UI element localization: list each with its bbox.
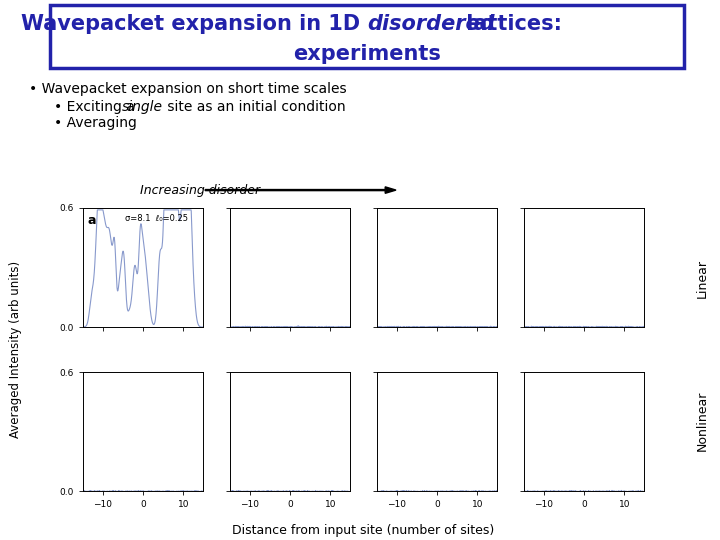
Text: Wavepacket expansion in 1D: Wavepacket expansion in 1D xyxy=(21,14,367,34)
Text: single: single xyxy=(122,100,163,114)
Text: • Wavepacket expansion on short time scales: • Wavepacket expansion on short time sca… xyxy=(29,82,346,96)
Text: Distance from input site (number of sites): Distance from input site (number of site… xyxy=(233,524,495,537)
Text: experiments: experiments xyxy=(293,44,441,64)
Text: σ=8.1  ℓ₀=0.25: σ=8.1 ℓ₀=0.25 xyxy=(125,214,188,223)
Text: • Exciting a: • Exciting a xyxy=(54,100,139,114)
Text: Nonlinear: Nonlinear xyxy=(696,390,708,451)
Text: Increasing disorder: Increasing disorder xyxy=(140,184,261,197)
Text: Linear: Linear xyxy=(696,259,708,298)
Text: Averaged Intensity (arb units): Averaged Intensity (arb units) xyxy=(9,261,22,438)
Text: • Averaging: • Averaging xyxy=(54,116,137,130)
Text: site as an initial condition: site as an initial condition xyxy=(163,100,346,114)
Text: lattices:: lattices: xyxy=(459,14,562,34)
Text: a: a xyxy=(88,214,96,227)
Text: disordered: disordered xyxy=(367,14,495,34)
